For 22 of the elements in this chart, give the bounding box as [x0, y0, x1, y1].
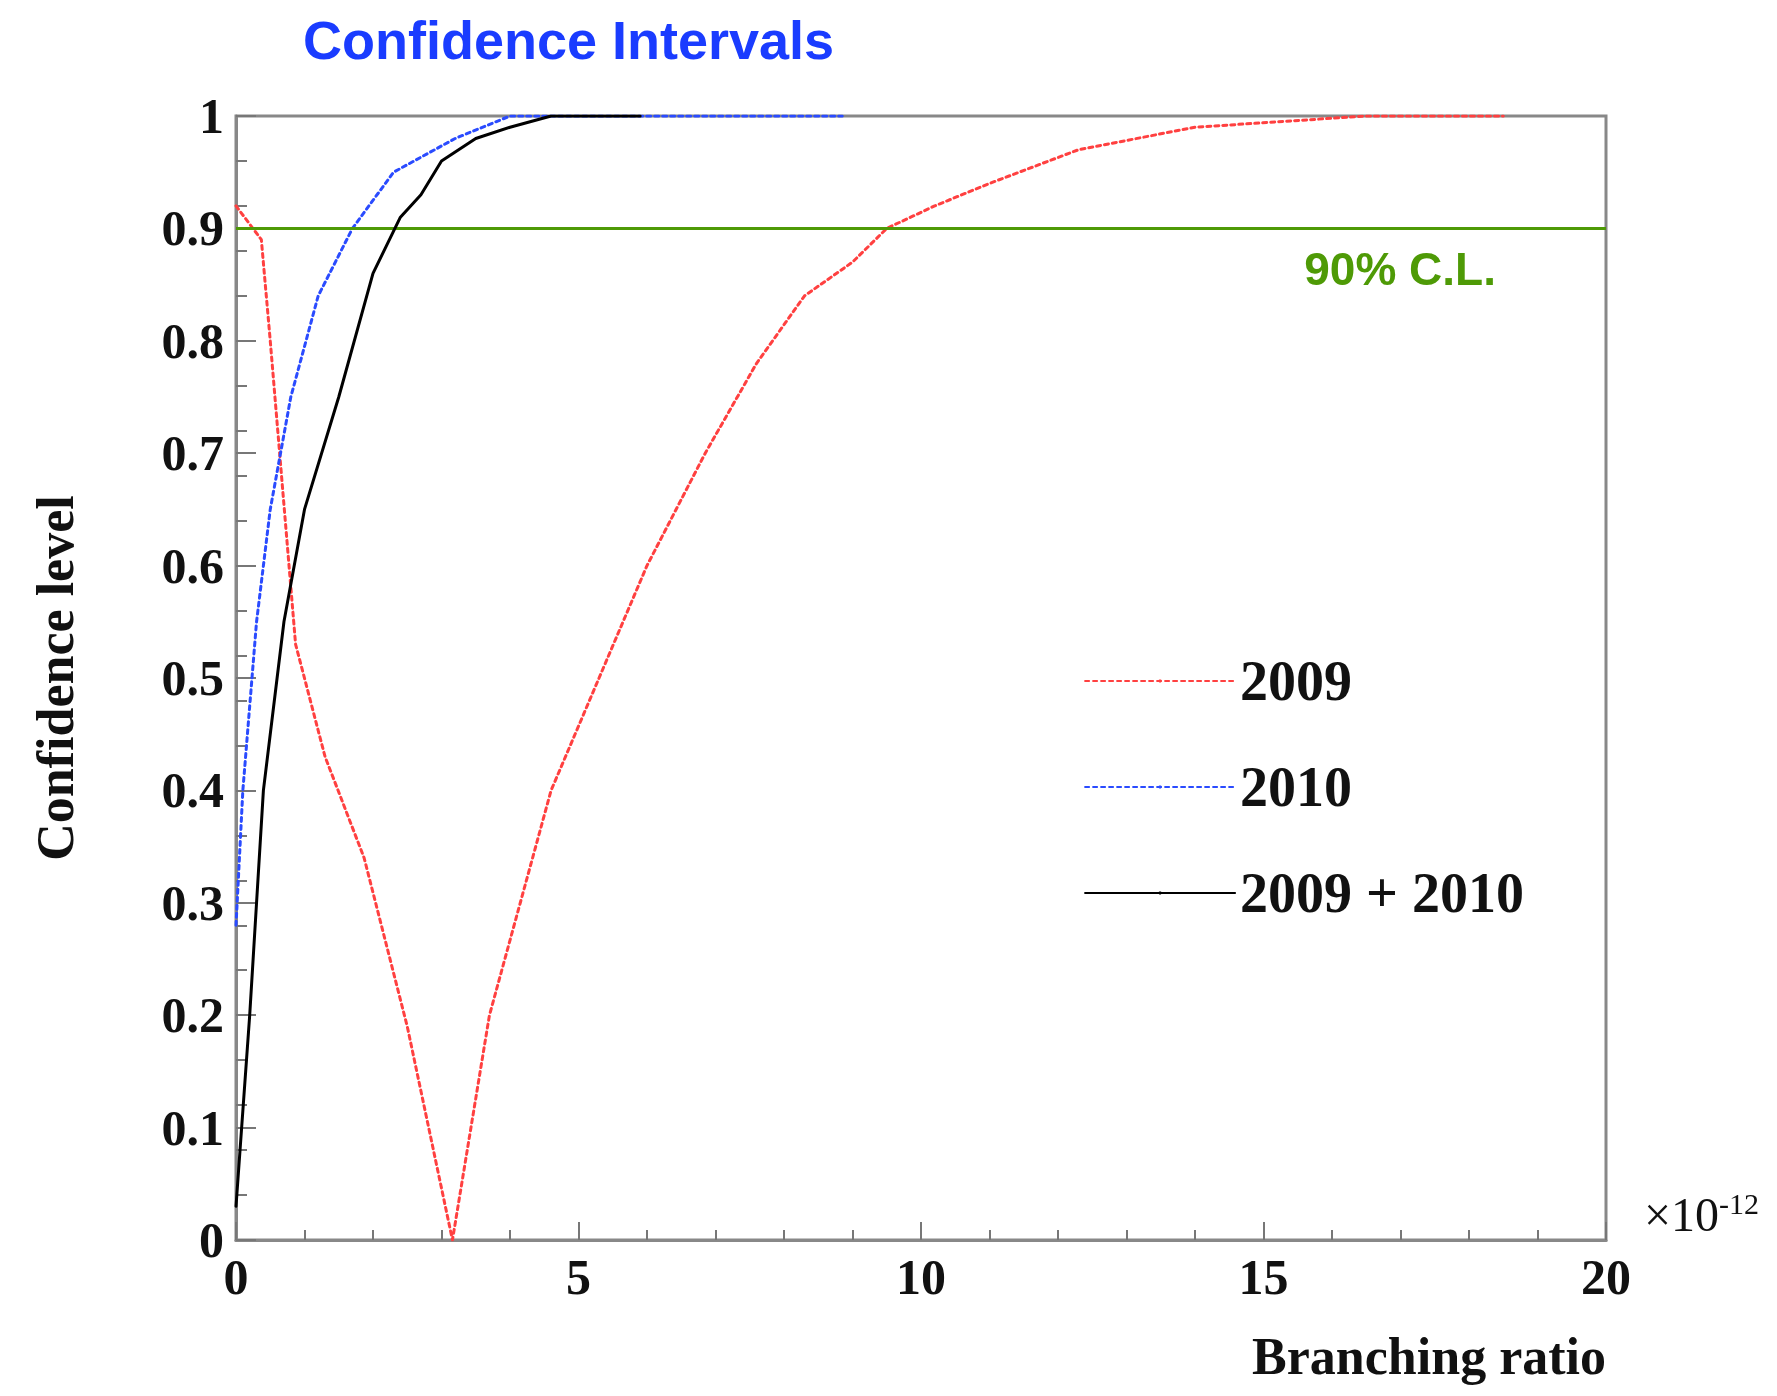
- ref-line-label: 90% C.L.: [1304, 243, 1496, 296]
- y-tick-label: 0: [199, 1212, 224, 1268]
- y-tick-label: 0.8: [161, 312, 224, 369]
- chart-title: Confidence Intervals: [303, 10, 835, 70]
- y-tick-label: 0.7: [161, 425, 224, 482]
- x-tick-label: 20: [1581, 1249, 1631, 1305]
- x-tick-label: 15: [1238, 1249, 1289, 1305]
- legend-label: 2010: [1240, 756, 1353, 818]
- x-axis-title: Branching ratio: [1252, 1327, 1606, 1385]
- y-tick-label: 0.5: [161, 650, 224, 706]
- y-axis-title: Confidence level: [26, 495, 84, 861]
- legend-label: 2009: [1240, 650, 1353, 712]
- y-tick-label: 0.4: [161, 762, 224, 819]
- y-tick-label: 0.3: [161, 874, 224, 931]
- x-tick-label: 10: [896, 1249, 946, 1305]
- x-tick-label: 5: [566, 1249, 591, 1305]
- y-tick-label: 0.9: [161, 200, 224, 257]
- legend-label: 2009 + 2010: [1240, 862, 1525, 924]
- y-tick-label: 0.1: [161, 1099, 224, 1156]
- y-tick-label: 0.2: [161, 987, 224, 1044]
- y-tick-label: 1: [199, 88, 224, 144]
- y-tick-label: 0.6: [161, 537, 224, 594]
